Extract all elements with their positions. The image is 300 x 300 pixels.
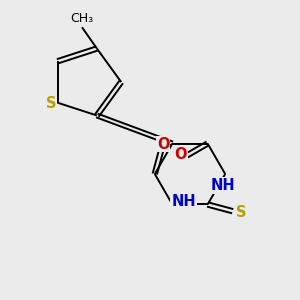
Text: NH: NH	[211, 178, 236, 193]
Text: CH₃: CH₃	[70, 12, 94, 25]
Text: S: S	[46, 96, 56, 111]
Text: O: O	[157, 136, 169, 152]
Text: O: O	[174, 147, 187, 162]
Text: S: S	[236, 205, 247, 220]
Text: NH: NH	[171, 194, 196, 209]
